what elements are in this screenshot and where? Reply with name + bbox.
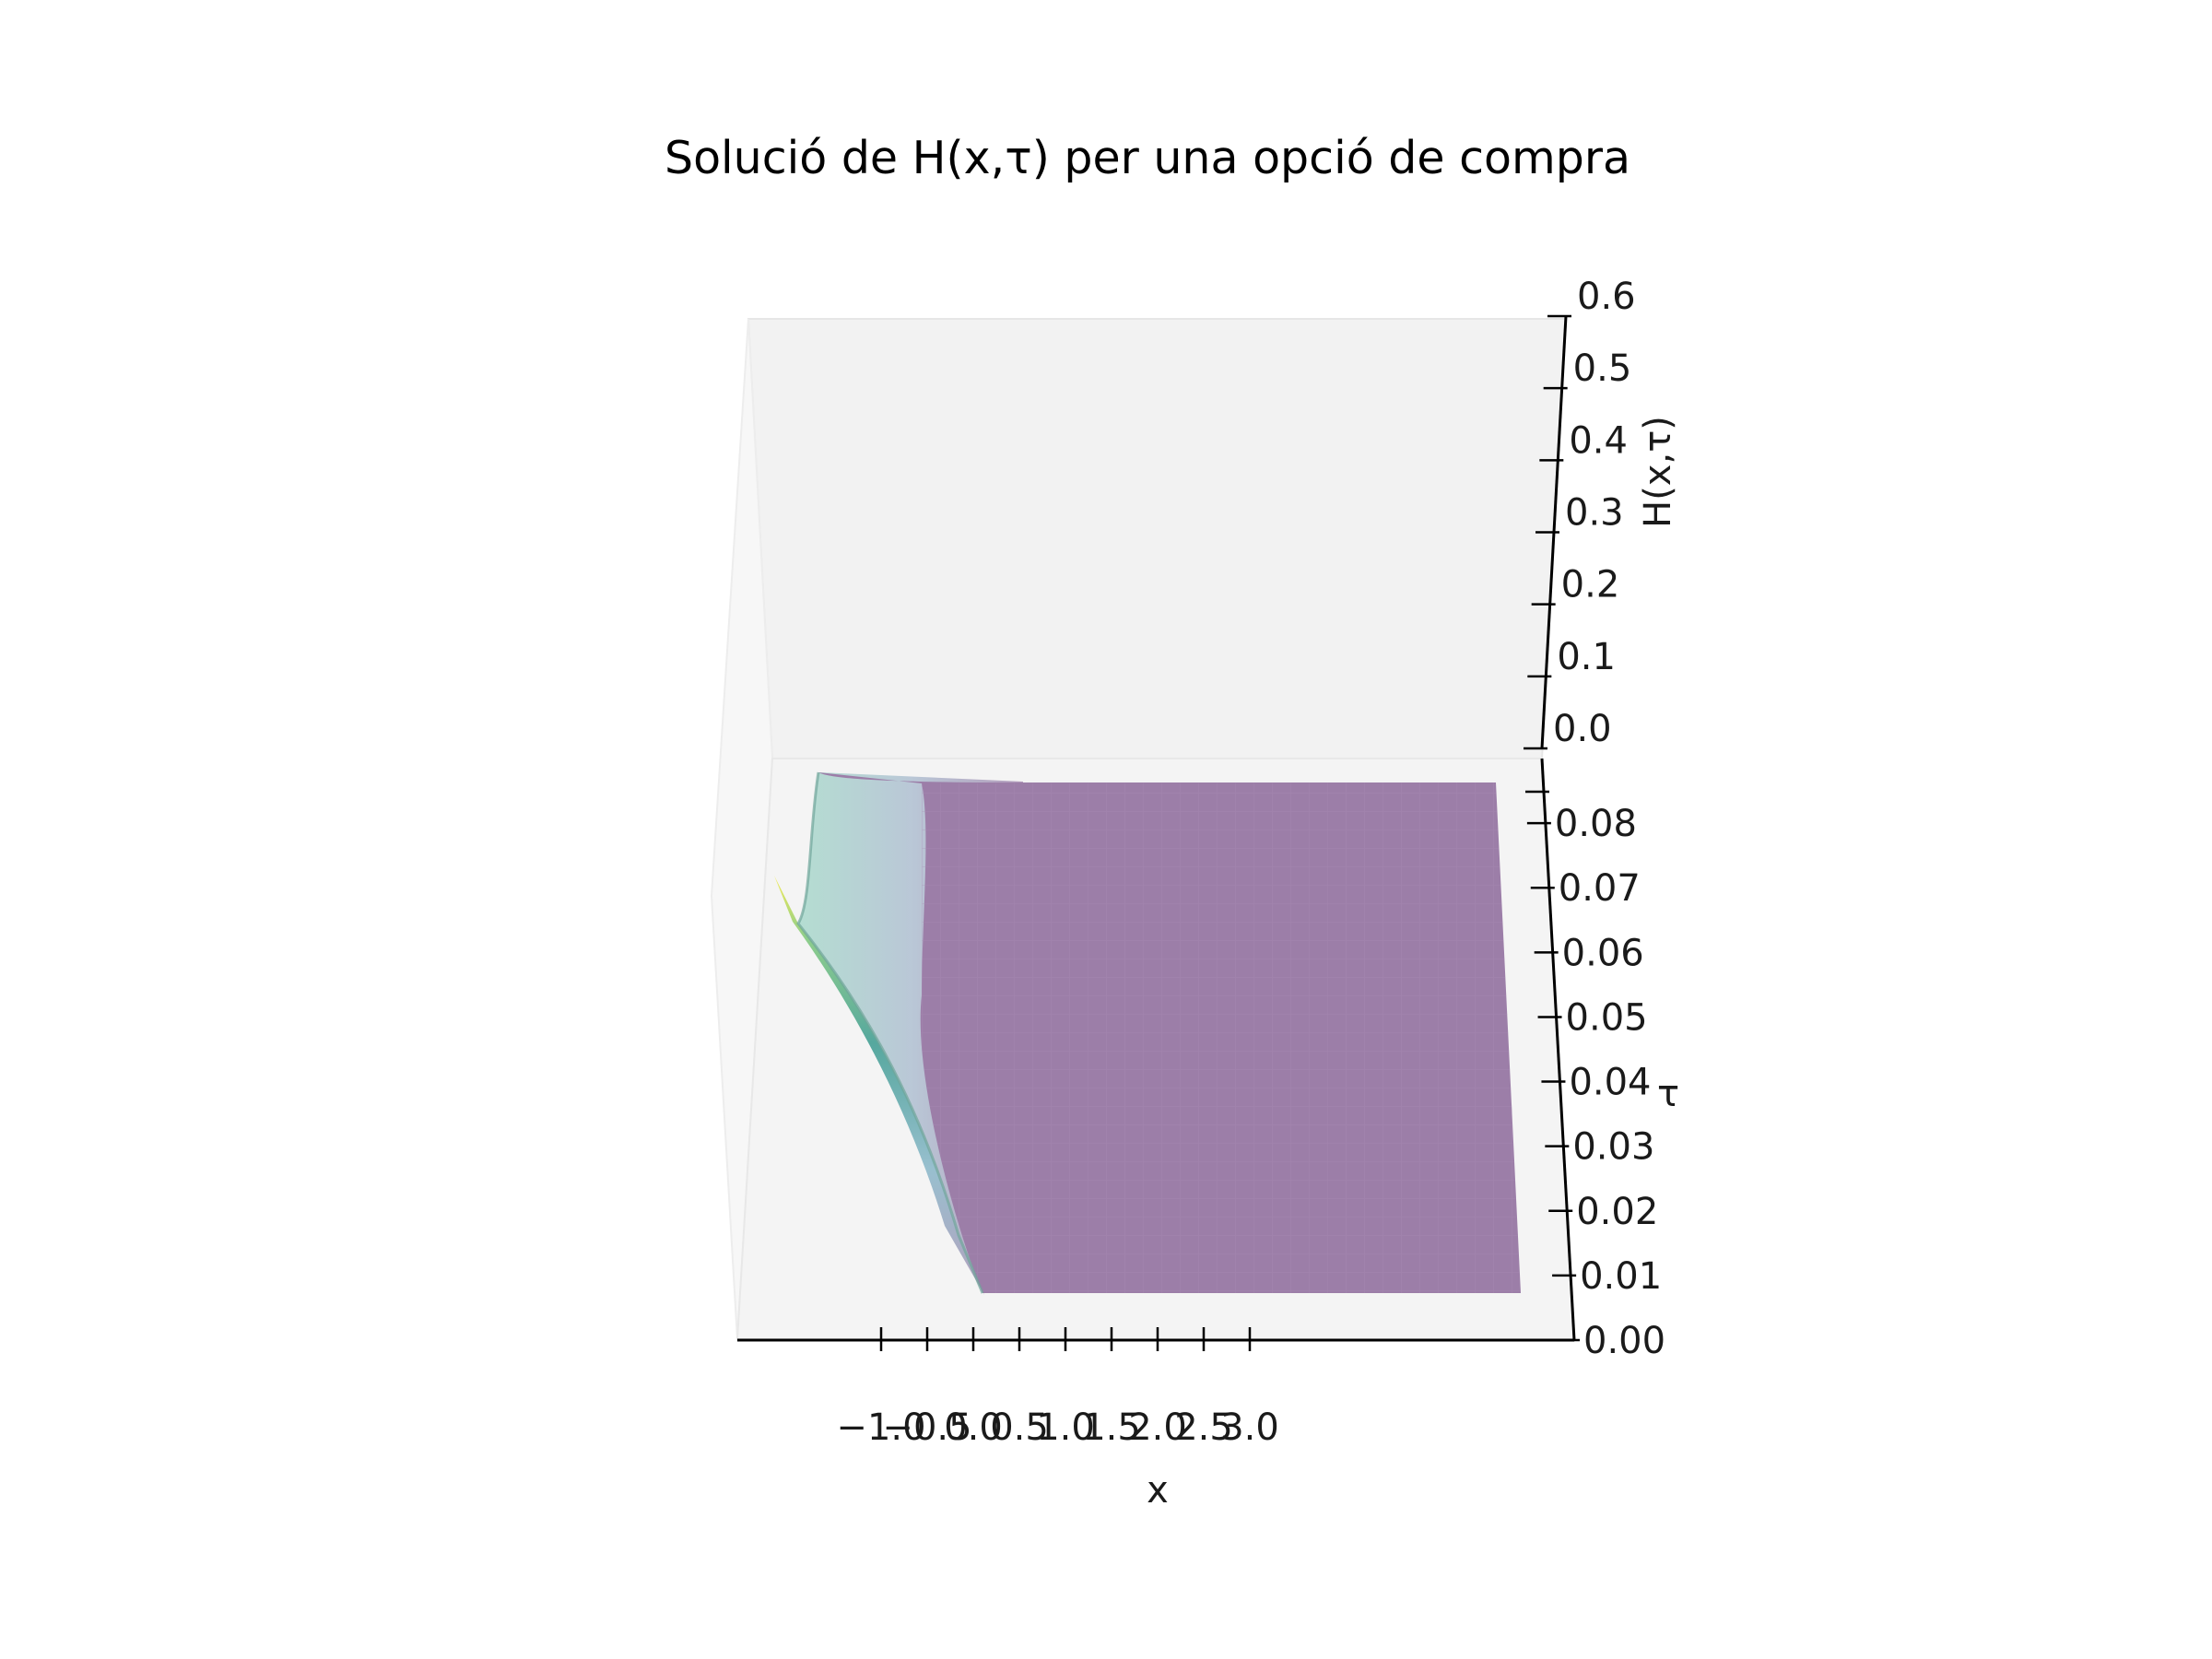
z-tick-label: 0.0 xyxy=(1553,708,1612,750)
tau-tick-label: 0.04 xyxy=(1569,1062,1651,1104)
x-axis: −1.0−0.50.00.51.01.52.02.53.0 x xyxy=(737,1327,1574,1512)
x-tick-label: −1.0 xyxy=(836,1406,925,1449)
x-tick-label: 2.0 xyxy=(1128,1406,1187,1449)
x-tick-label: 0.0 xyxy=(944,1406,1003,1449)
surface-mesh xyxy=(920,782,1521,1293)
tau-tick-label: 0.03 xyxy=(1572,1126,1654,1169)
tau-tick-label: 0.06 xyxy=(1562,932,1644,974)
surface-ridge xyxy=(796,771,984,1294)
tau-axis-label: τ xyxy=(1657,1073,1679,1115)
z-ticks: 0.0 0.1 0.2 0.3 0.4 0.5 0.6 xyxy=(1524,276,1636,750)
x-tick-label: −0.5 xyxy=(882,1406,971,1449)
x-tick-label: 1.0 xyxy=(1036,1406,1095,1449)
tau-ticks: 0.00 0.01 0.02 0.03 0.04 0.05 0.06 0.07 0.08 xyxy=(1525,790,1665,1362)
tau-tick-label: 0.08 xyxy=(1555,803,1637,845)
z-axis-label: H(x,τ) xyxy=(1637,416,1679,528)
z-tick-label: 0.4 xyxy=(1569,419,1628,462)
z-axis: 0.0 0.1 0.2 0.3 0.4 0.5 0.6 H(x,τ) xyxy=(1524,276,1679,750)
x-tick-label: 2.5 xyxy=(1174,1406,1233,1449)
back-pane xyxy=(747,318,1568,759)
tau-axis: 0.00 0.01 0.02 0.03 0.04 0.05 0.06 0.07 0.08 τ xyxy=(1525,758,1679,1362)
tau-tick-label: 0.01 xyxy=(1580,1255,1662,1298)
tau-tick-label: 0.05 xyxy=(1566,996,1648,1039)
tau-tick-label: 0.07 xyxy=(1559,867,1641,910)
x-tick-label: 0.5 xyxy=(990,1406,1049,1449)
x-tick-label: 3.0 xyxy=(1220,1406,1279,1449)
tau-tick-label: 0.02 xyxy=(1576,1191,1658,1233)
z-tick-label: 0.5 xyxy=(1573,347,1632,390)
z-tick-label: 0.6 xyxy=(1577,276,1636,318)
z-tick-label: 0.1 xyxy=(1557,636,1616,678)
x-tick-label: 1.5 xyxy=(1082,1406,1141,1449)
z-tick-label: 0.3 xyxy=(1565,492,1624,535)
tau-axis-line xyxy=(1540,758,1576,1341)
x-axis-label: x xyxy=(1147,1469,1169,1512)
tau-tick-label: 0.00 xyxy=(1583,1320,1665,1362)
surface-left-edge xyxy=(774,876,984,1295)
chart-title: Solució de H(x,τ) per una opció de compr… xyxy=(665,132,1630,184)
x-ticks: −1.0−0.50.00.51.01.52.02.53.0 xyxy=(836,1327,1279,1449)
z-tick-label: 0.2 xyxy=(1561,564,1620,606)
